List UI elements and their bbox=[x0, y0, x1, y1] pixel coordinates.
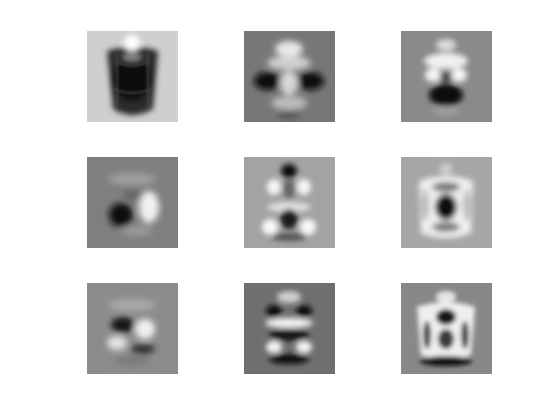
basis-image-9-graphic bbox=[401, 283, 492, 374]
basis-image-5-graphic bbox=[244, 157, 335, 248]
basis-image-1-graphic bbox=[87, 31, 178, 122]
basis-image-9 bbox=[401, 283, 492, 374]
basis-image-4-graphic bbox=[87, 157, 178, 248]
basis-image-1 bbox=[87, 31, 178, 122]
basis-image-7-graphic bbox=[87, 283, 178, 374]
basis-image-6-graphic bbox=[401, 157, 492, 248]
basis-image-3 bbox=[401, 31, 492, 122]
basis-image-2-graphic bbox=[244, 31, 335, 122]
basis-image-6 bbox=[401, 157, 492, 248]
basis-image-5 bbox=[244, 157, 335, 248]
basis-image-3-graphic bbox=[401, 31, 492, 122]
basis-image-8 bbox=[244, 283, 335, 374]
basis-image-4 bbox=[87, 157, 178, 248]
basis-image-8-graphic bbox=[244, 283, 335, 374]
basis-image-2 bbox=[244, 31, 335, 122]
basis-image-7 bbox=[87, 283, 178, 374]
